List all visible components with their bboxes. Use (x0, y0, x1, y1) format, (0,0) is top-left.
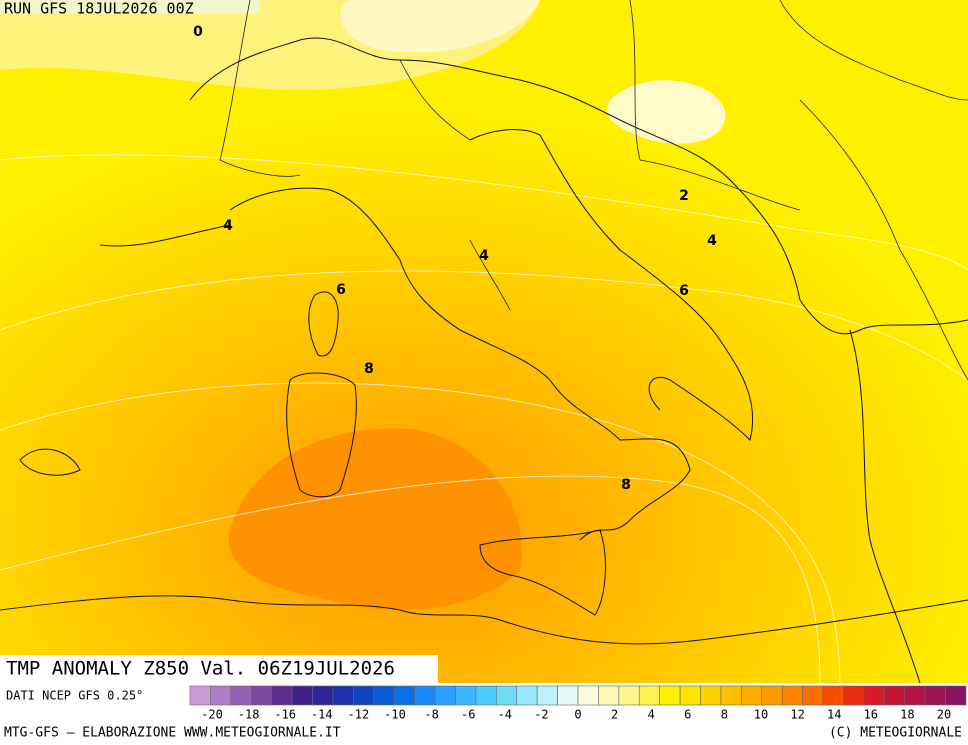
legend-label: 2 (611, 708, 618, 722)
legend-swatch (761, 685, 783, 706)
legend-swatch (618, 685, 640, 706)
legend-swatch (659, 685, 681, 706)
legend-swatch (353, 685, 375, 706)
legend-swatch (434, 685, 456, 706)
legend-swatch (904, 685, 926, 706)
legend-swatch (475, 685, 497, 706)
legend-swatch (863, 685, 885, 706)
legend-swatch (781, 685, 803, 706)
legend-swatch (700, 685, 722, 706)
legend-swatch (843, 685, 865, 706)
legend-swatch (557, 685, 579, 706)
legend-label: 10 (754, 708, 768, 722)
contour-label: 0 (193, 24, 203, 40)
contour-label: 8 (364, 361, 374, 377)
legend-swatch (250, 685, 272, 706)
legend-label: 4 (648, 708, 655, 722)
isolines (0, 154, 968, 684)
map: 0 4 4 6 2 4 6 8 8 (0, 0, 968, 684)
legend-swatch (884, 685, 906, 706)
cool-corner (0, 0, 260, 14)
footer-left: MTG-GFS — ELABORAZIONE WWW.METEOGIORNALE… (4, 726, 341, 741)
footer-right: (C) METEOGIORNALE (829, 726, 962, 741)
legend-label: -12 (348, 708, 370, 722)
legend-swatch (679, 685, 701, 706)
legend-swatch (496, 685, 518, 706)
colorbar: -20 -18 -16 -14 -12 -10 -8 -6 -4 -2 0 2 4 6 8 10 12 14 16 1… (189, 685, 967, 722)
legend-swatch (414, 685, 436, 706)
legend-swatch (945, 685, 967, 706)
contour-label: 4 (223, 218, 233, 234)
legend-swatch (638, 685, 660, 706)
contour-labels: 0 4 4 6 2 4 6 8 8 (193, 24, 717, 493)
legend-label: 20 (937, 708, 951, 722)
contour-label: 6 (336, 282, 346, 298)
data-source: DATI NCEP GFS 0.25° (6, 689, 143, 703)
legend-swatch (271, 685, 293, 706)
legend-swatch (577, 685, 599, 706)
legend-swatch (536, 685, 558, 706)
legend-label: -14 (311, 708, 333, 722)
legend-label: -4 (498, 708, 512, 722)
contour-label: 4 (479, 248, 489, 264)
legend-label: -8 (424, 708, 438, 722)
legend-swatch (291, 685, 313, 706)
legend-swatch (373, 685, 395, 706)
legend-swatch (210, 685, 232, 706)
legend-label: -16 (274, 708, 296, 722)
contour-label: 8 (621, 477, 631, 493)
legend-swatch (516, 685, 538, 706)
contour-label: 4 (707, 233, 717, 249)
contour-label: 2 (679, 188, 689, 204)
legend-swatch (822, 685, 844, 706)
legend-label: -10 (384, 708, 406, 722)
legend-swatch (312, 685, 334, 706)
legend-swatch (455, 685, 477, 706)
legend-label: -6 (461, 708, 475, 722)
legend-label: 12 (790, 708, 804, 722)
legend-swatch (189, 685, 211, 706)
warm-core (228, 428, 522, 610)
borders (219, 0, 968, 381)
legend-swatch (720, 685, 742, 706)
legend-label: 18 (900, 708, 914, 722)
legend-swatch (598, 685, 620, 706)
legend-swatch (924, 685, 946, 706)
legend-label: 0 (574, 708, 581, 722)
legend-label: 16 (864, 708, 878, 722)
legend-label: -2 (534, 708, 548, 722)
coastlines (0, 37, 968, 684)
legend-label: -18 (238, 708, 260, 722)
legend-swatch (393, 685, 415, 706)
legend-label: -20 (201, 708, 223, 722)
title-box (0, 655, 438, 683)
map-title: TMP ANOMALY Z850 Val. 06Z19JUL2026 (6, 658, 395, 680)
legend-swatch (230, 685, 252, 706)
legend-swatch (802, 685, 824, 706)
run-label: RUN GFS 18JUL2026 00Z (4, 0, 194, 18)
legend-swatch (741, 685, 763, 706)
legend-swatch (332, 685, 354, 706)
pale-area (340, 0, 540, 53)
contour-label: 6 (679, 283, 689, 299)
legend-label: 8 (721, 708, 728, 722)
legend-label: 14 (827, 708, 841, 722)
legend-label: 6 (684, 708, 691, 722)
